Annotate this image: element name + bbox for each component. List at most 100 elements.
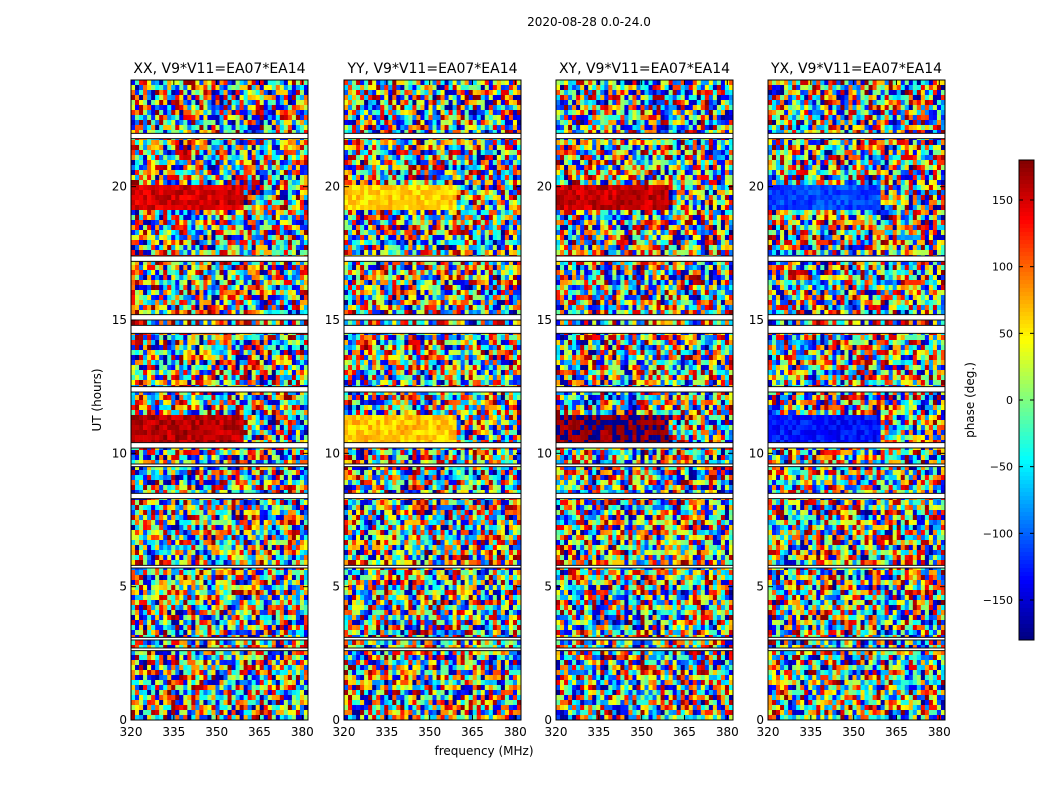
phase-cell [267, 530, 273, 536]
phase-cell [187, 605, 192, 611]
phase-cell [279, 615, 285, 621]
phase-cell [259, 125, 265, 131]
phase-cell [175, 105, 180, 111]
phase-cell [219, 510, 224, 516]
phase-cell [131, 485, 136, 491]
phase-cell [247, 480, 252, 486]
phase-cell [255, 170, 261, 176]
phase-cell [151, 150, 156, 156]
phase-cell [207, 540, 212, 546]
phase-cell [203, 550, 208, 556]
phase-cell [131, 490, 136, 496]
phase-cell [147, 115, 152, 121]
phase-cell [167, 615, 172, 621]
phase-cell [151, 555, 156, 561]
phase-cell [179, 605, 184, 611]
phase-cell [155, 120, 160, 126]
phase-cell [203, 130, 208, 136]
phase-cell [291, 395, 297, 401]
phase-cell [199, 490, 204, 496]
phase-cell [291, 370, 297, 376]
phase-cell [287, 105, 293, 111]
phase-cell [203, 275, 208, 281]
phase-cell [183, 150, 188, 156]
phase-cell [223, 570, 228, 576]
phase-cell [267, 290, 273, 296]
phase-cell [163, 605, 168, 611]
phase-cell [223, 630, 228, 636]
phase-cell [151, 535, 156, 541]
phase-cell [175, 360, 180, 366]
phase-cell [275, 355, 281, 361]
phase-cell [183, 520, 188, 526]
phase-cell [139, 210, 144, 216]
phase-cell [155, 245, 160, 251]
phase-cell [207, 320, 212, 326]
phase-cell [227, 80, 232, 86]
phase-cell [303, 465, 309, 471]
phase-cell [131, 220, 136, 226]
phase-cell [195, 285, 200, 291]
phase-cell [275, 500, 281, 506]
phase-cell [291, 235, 297, 241]
phase-cell [279, 285, 285, 291]
phase-cell [175, 345, 180, 351]
phase-cell [163, 555, 168, 561]
phase-cell [267, 620, 273, 626]
phase-cell [163, 270, 168, 276]
phase-cell [251, 230, 256, 236]
phase-cell [135, 280, 140, 286]
phase-cell [251, 305, 256, 311]
phase-cell [155, 85, 160, 91]
phase-cell [215, 195, 220, 201]
phase-cell [291, 160, 297, 166]
phase-cell [231, 615, 236, 621]
phase-cell [191, 140, 196, 146]
phase-cell [211, 140, 216, 146]
phase-cell [255, 90, 261, 96]
phase-cell [175, 515, 180, 521]
phase-cell [211, 510, 216, 516]
phase-cell [143, 435, 148, 441]
phase-cell [239, 390, 244, 396]
phase-cell [271, 430, 277, 436]
phase-cell [143, 195, 148, 201]
phase-cell [239, 640, 244, 646]
phase-cell [215, 260, 220, 266]
phase-cell [175, 140, 180, 146]
phase-cell [215, 395, 220, 401]
phase-cell [279, 175, 285, 181]
phase-cell [139, 490, 144, 496]
phase-cell [175, 435, 180, 441]
phase-cell [299, 400, 305, 406]
phase-cell [191, 380, 196, 386]
phase-cell [195, 190, 200, 196]
phase-cell [207, 640, 212, 646]
phase-cell [263, 110, 269, 116]
phase-cell [199, 205, 204, 211]
phase-cell [163, 260, 168, 266]
phase-cell [203, 260, 208, 266]
phase-cell [131, 275, 136, 281]
phase-cell [279, 80, 285, 86]
phase-cell [151, 125, 156, 131]
phase-cell [143, 595, 148, 601]
phase-cell [207, 590, 212, 596]
phase-cell [223, 150, 228, 156]
phase-cell [279, 170, 285, 176]
phase-cell [211, 130, 216, 136]
phase-cell [231, 235, 236, 241]
phase-cell [143, 365, 148, 371]
phase-cell [187, 405, 192, 411]
phase-cell [151, 210, 156, 216]
phase-cell [227, 405, 232, 411]
phase-cell [279, 245, 285, 251]
phase-cell [295, 260, 301, 266]
phase-cell [223, 85, 228, 91]
phase-cell [147, 535, 152, 541]
phase-cell [279, 455, 285, 461]
phase-cell [295, 485, 301, 491]
phase-cell [211, 80, 216, 86]
phase-cell [247, 180, 252, 186]
phase-cell [211, 235, 216, 241]
